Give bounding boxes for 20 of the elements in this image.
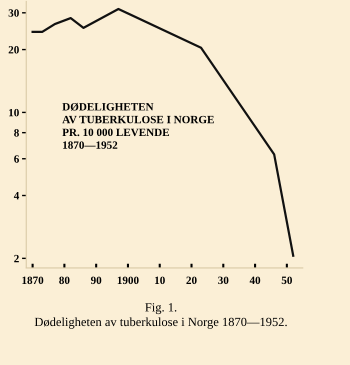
y-tick-label: 20: [8, 46, 19, 54]
x-tick-label: 40: [250, 276, 260, 284]
annotation: DØDELIGHETEN AV TUBERKULOSE I NORGE PR. 10 000 LEVENDE 1870—1952: [62, 102, 214, 149]
x-tick-label: 80: [59, 276, 70, 284]
y-tick-label: 2: [14, 254, 19, 262]
line-series: [31, 8, 294, 257]
y-tick-label: 4: [14, 192, 20, 200]
x-tick-label: 1870: [22, 276, 44, 284]
x-tick-label: 1900: [118, 276, 139, 284]
y-tick-label: 6: [14, 155, 19, 163]
text: Dødeligheten av tuberkulose i Norge 1870—1952.: [34, 317, 287, 329]
y-tick-label: 10: [9, 108, 19, 116]
x-tick-label: 10: [155, 276, 165, 284]
y-tick-label: 30: [8, 9, 19, 17]
x-tick-label: 90: [90, 276, 102, 284]
x-tick-label: 50: [282, 276, 292, 284]
y-tick-label: 8: [14, 129, 19, 137]
x-tick-label: 20: [186, 276, 197, 284]
caption: Fig. 1.: [145, 303, 176, 314]
x-tick-label: 30: [218, 276, 228, 284]
